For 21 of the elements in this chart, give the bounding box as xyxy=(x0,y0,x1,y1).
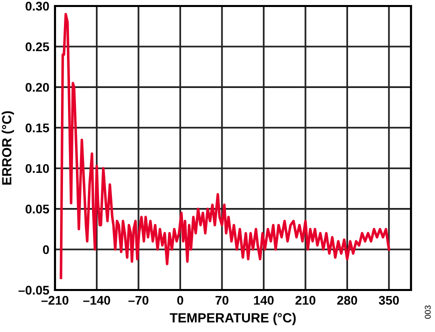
text: 003 xyxy=(424,305,431,319)
y-axis-title: ERROR (°C) xyxy=(2,111,14,185)
y-tick-label: 0.15 xyxy=(26,124,50,132)
y-tick-label: 0.25 xyxy=(26,42,50,52)
x-tick-label: 0 xyxy=(177,296,184,305)
x-tick-label: –140 xyxy=(83,296,110,305)
y-tick-label: 0.10 xyxy=(26,164,49,173)
x-tick-label: 140 xyxy=(254,296,274,305)
x-tick-label: –70 xyxy=(128,296,148,305)
x-tick-label: –210 xyxy=(41,296,68,305)
y-tick-label: 0.05 xyxy=(26,204,50,214)
y-tick-label: 0.30 xyxy=(26,2,49,11)
y-tick-label: –0.05 xyxy=(18,286,50,295)
x-tick-label: 350 xyxy=(378,296,399,305)
line-series xyxy=(60,12,390,280)
x-tick-label: 210 xyxy=(295,296,316,305)
x-tick-label: 280 xyxy=(337,296,358,305)
y-tick-label: 0 xyxy=(42,245,49,254)
y-tick-label: 0.20 xyxy=(26,82,49,92)
x-axis-title: TEMPERATURE (°C) xyxy=(170,312,296,326)
x-tick-label: 70 xyxy=(216,296,228,305)
